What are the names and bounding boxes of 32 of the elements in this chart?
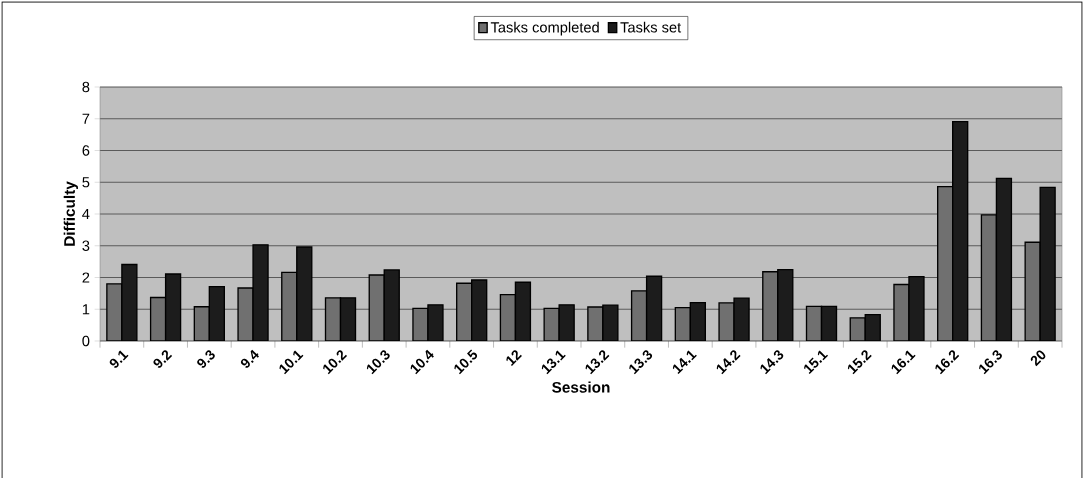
bar	[995, 177, 1013, 341]
legend-label: Tasks set	[620, 21, 682, 33]
y-tick-label: 6	[82, 145, 90, 156]
bar	[471, 279, 488, 341]
y-tick-label: 7	[82, 113, 90, 124]
y-tick-label: 8	[82, 81, 90, 93]
bar	[777, 268, 794, 341]
bar	[514, 281, 532, 341]
bar	[208, 286, 225, 341]
y-tick-label: 4	[82, 208, 90, 220]
x-tick-label: 20	[1030, 350, 1046, 367]
legend-label: Tasks completed	[490, 21, 599, 36]
y-tick-label: 5	[82, 177, 90, 188]
y-tick-label: 1	[82, 304, 90, 315]
y-tick-label: 0	[82, 335, 90, 347]
y-axis-title: Difficulty	[63, 181, 78, 246]
bar	[383, 269, 400, 341]
bar	[164, 273, 182, 341]
x-tick-label: 9.3	[197, 350, 215, 368]
bar	[339, 297, 357, 341]
bar	[296, 246, 313, 341]
x-tick-label: 12	[506, 350, 522, 366]
bar	[952, 120, 969, 341]
x-tick-label: 10.1	[279, 350, 304, 375]
x-axis-title: Session	[552, 381, 610, 393]
bar	[645, 275, 663, 341]
y-tick-label: 2	[82, 272, 90, 283]
x-tick-label: 9.2	[153, 350, 173, 368]
x-tick-label: 9.1	[109, 350, 129, 368]
bar	[689, 301, 706, 341]
x-tick-label: 9.4	[240, 349, 259, 368]
y-tick-label: 3	[82, 240, 90, 251]
